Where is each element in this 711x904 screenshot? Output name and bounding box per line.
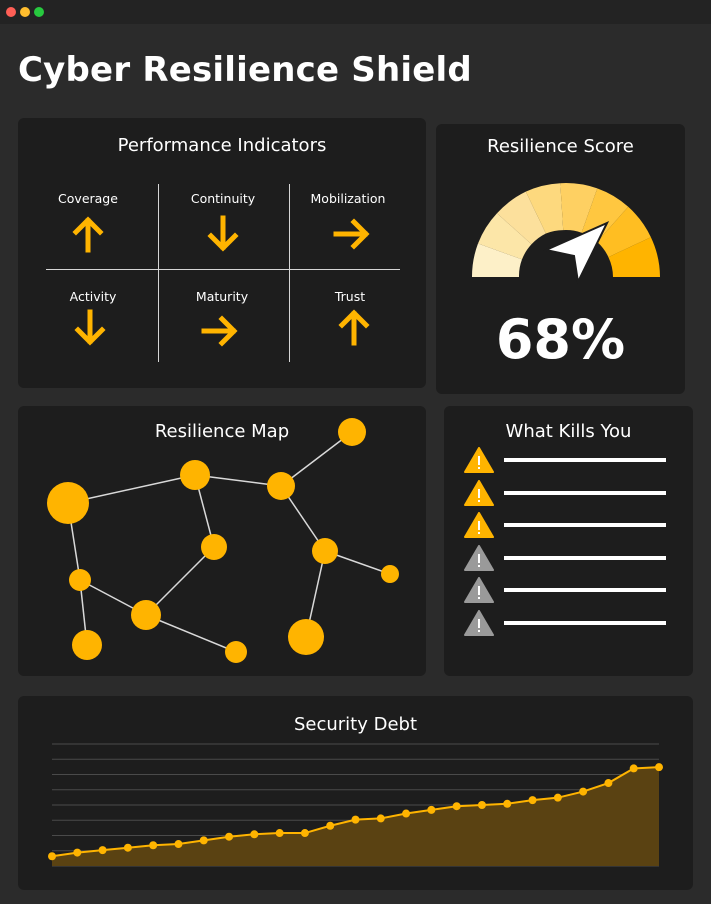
network-node (267, 472, 295, 500)
what-kills-you-panel: What Kills You (444, 406, 693, 676)
data-point (553, 793, 562, 802)
gauge-needle-icon (542, 220, 610, 284)
data-point (275, 829, 284, 838)
performance-indicators-title: Performance Indicators (117, 135, 327, 156)
data-point (73, 848, 82, 857)
network-node (47, 482, 89, 524)
arrow-down-icon (207, 215, 239, 252)
kpi-label: Coverage (58, 191, 118, 206)
data-point (503, 799, 512, 808)
risk-item-bar (504, 523, 666, 528)
arrow-up-icon (338, 309, 370, 346)
network-node (381, 565, 399, 583)
grid-divider-vertical (289, 184, 290, 362)
network-node (180, 460, 210, 490)
kpi-label: Continuity (190, 191, 256, 206)
warning-inactive-icon (464, 577, 494, 604)
resilience-map-title: Resilience Map (154, 421, 290, 442)
resilience-score-value: 68% (495, 308, 626, 371)
minimize-window-button[interactable] (20, 7, 30, 17)
network-node (225, 641, 247, 663)
risk-item-bar (504, 458, 666, 462)
data-point (149, 841, 158, 850)
performance-indicators-panel: Performance Indicators Coverage Continui… (18, 118, 426, 388)
arrow-right-icon (333, 218, 370, 250)
data-point (604, 779, 613, 788)
network-node (338, 418, 366, 446)
resilience-gauge (471, 183, 660, 284)
network-node (72, 630, 102, 660)
data-point (528, 796, 537, 805)
security-debt-title: Security Debt (293, 714, 418, 735)
data-point (300, 829, 309, 838)
network-edge (145, 614, 237, 653)
network-edge (67, 474, 196, 504)
security-debt-chart (48, 743, 663, 867)
network-node (201, 534, 227, 560)
grid-divider-vertical (158, 184, 159, 362)
what-kills-you-title: What Kills You (505, 421, 632, 442)
kpi-label: Activity (69, 289, 117, 304)
data-point (376, 814, 385, 823)
warning-active-icon (464, 447, 494, 473)
risk-item-bar (504, 621, 666, 625)
network-node (131, 600, 161, 630)
warning-inactive-icon (464, 610, 494, 636)
network-edge (145, 546, 215, 616)
data-point (199, 836, 208, 845)
risk-item-bar (504, 555, 666, 560)
data-point (452, 802, 461, 811)
page-title: Cyber Resilience Shield (18, 50, 472, 90)
arrow-down-icon (74, 309, 106, 346)
data-point (123, 843, 132, 852)
data-point (326, 821, 335, 830)
kpi-label: Trust (334, 289, 366, 304)
resilience-score-panel: Resilience Score 68% (436, 124, 685, 394)
kpi-label: Mobilization (310, 191, 386, 206)
window-titlebar (0, 0, 711, 24)
risk-item-bar (504, 490, 666, 495)
data-point (174, 840, 183, 849)
network-node (312, 538, 338, 564)
data-point (402, 809, 411, 818)
data-point (225, 832, 234, 841)
maximize-window-button[interactable] (34, 7, 44, 17)
security-debt-panel: Security Debt (18, 696, 693, 890)
data-point (351, 815, 360, 824)
close-window-button[interactable] (6, 7, 16, 17)
warning-inactive-icon (464, 544, 494, 571)
network-node (288, 619, 324, 655)
resilience-map-panel: Resilience Map (18, 406, 426, 676)
warning-active-icon (464, 512, 494, 539)
data-point (579, 787, 588, 796)
network-node (69, 569, 91, 591)
resilience-score-title: Resilience Score (487, 136, 634, 157)
arrow-right-icon (201, 315, 238, 347)
data-point (98, 846, 107, 855)
warning-active-icon (464, 479, 494, 506)
resilience-network-graph (47, 418, 399, 663)
risk-item-bar (504, 588, 666, 593)
data-point (48, 852, 56, 861)
data-point (655, 763, 663, 772)
data-point (427, 805, 436, 814)
data-point (477, 801, 486, 809)
arrow-up-icon (72, 216, 104, 253)
data-point (629, 764, 638, 773)
grid-divider-horizontal (46, 269, 400, 270)
data-point (250, 830, 259, 839)
kpi-label: Maturity (195, 289, 249, 304)
network-edge (280, 431, 353, 487)
